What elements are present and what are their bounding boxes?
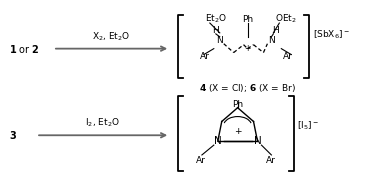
Text: $\mathbf{1}$ or $\mathbf{2}$: $\mathbf{1}$ or $\mathbf{2}$ [9, 43, 40, 55]
Text: +: + [234, 127, 242, 136]
Text: X$_2$, Et$_2$O: X$_2$, Et$_2$O [93, 30, 131, 43]
Text: N: N [254, 136, 261, 146]
Text: Et$_2$O: Et$_2$O [205, 13, 227, 25]
Text: Ar: Ar [200, 52, 210, 61]
Text: N: N [268, 36, 275, 45]
Text: $\mathbf{3}$: $\mathbf{3}$ [9, 129, 17, 141]
Text: H: H [212, 26, 219, 35]
Text: Ph: Ph [242, 15, 253, 24]
Text: H: H [272, 26, 279, 35]
Text: OEt$_2$: OEt$_2$ [275, 13, 297, 25]
Text: $\mathbf{4}$ (X = Cl); $\mathbf{6}$ (X = Br): $\mathbf{4}$ (X = Cl); $\mathbf{6}$ (X =… [199, 82, 296, 94]
Text: I$_2$, Et$_2$O: I$_2$, Et$_2$O [85, 117, 120, 129]
Text: [SbX$_6$]$^-$: [SbX$_6$]$^-$ [313, 29, 350, 41]
Text: N: N [216, 36, 223, 45]
Text: Ar: Ar [283, 52, 293, 61]
Text: N: N [214, 136, 222, 146]
Text: Ph: Ph [232, 100, 243, 109]
Text: [I$_5$]$^-$: [I$_5$]$^-$ [297, 119, 319, 132]
Text: +: + [245, 44, 251, 53]
Text: Ar: Ar [265, 156, 275, 165]
Text: Ar: Ar [196, 156, 206, 165]
